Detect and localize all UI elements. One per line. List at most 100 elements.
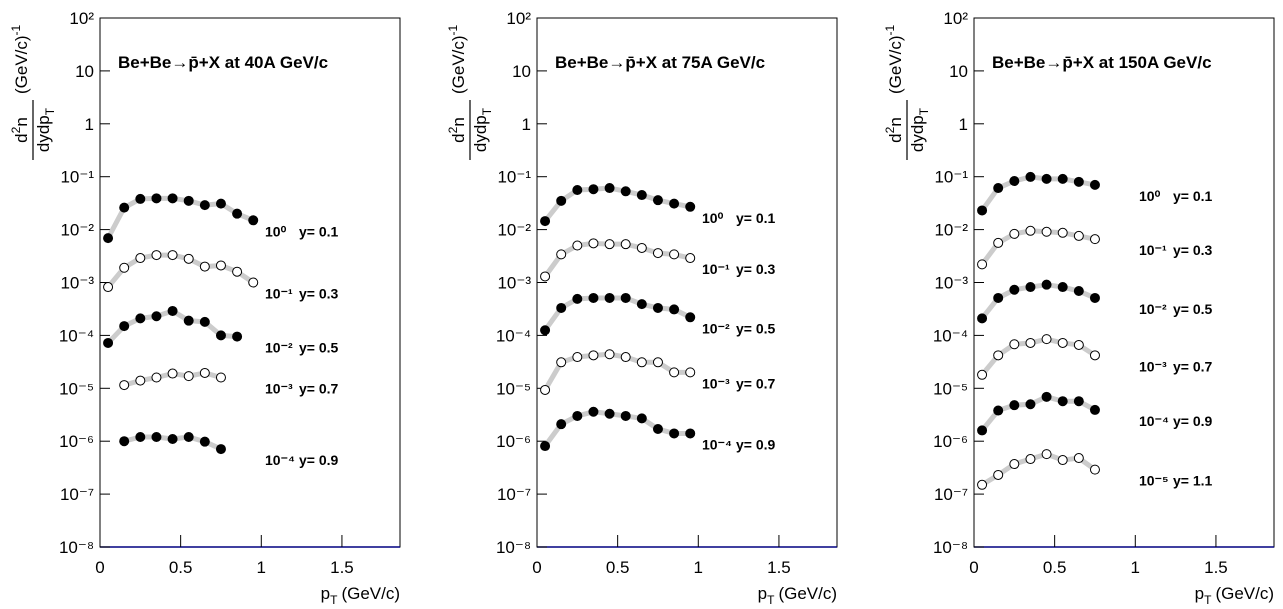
data-point <box>1041 173 1052 184</box>
x-label-main: p <box>1195 584 1204 603</box>
data-point <box>556 302 567 313</box>
series-name: y= 0.5 <box>736 320 776 336</box>
y-tick-label: 10⁻³ <box>60 274 94 293</box>
y-label-dydp: dydp <box>908 115 927 152</box>
data-point <box>103 233 114 244</box>
y-label-d: d <box>12 133 31 142</box>
y-tick-label: 10⁻² <box>934 221 968 240</box>
data-point <box>588 350 599 361</box>
y-label-unit-sup: -1 <box>446 24 460 35</box>
series-line <box>543 409 691 448</box>
series-name: y= 0.7 <box>1173 358 1213 374</box>
data-point <box>248 215 259 226</box>
data-point <box>977 313 988 324</box>
series-scale: 10⁻³ <box>702 375 730 391</box>
series-name: y= 0.1 <box>736 210 776 226</box>
data-point <box>556 195 567 206</box>
data-point <box>1089 292 1100 303</box>
data-point <box>685 312 696 323</box>
data-point <box>685 428 696 439</box>
data-point <box>977 369 988 380</box>
data-point <box>167 434 178 445</box>
data-point <box>540 384 551 395</box>
y-label-num: d2n <box>9 117 31 143</box>
y-label-sup: 2 <box>9 126 23 133</box>
y-tick-label: 10⁻⁸ <box>933 538 968 557</box>
x-tick-label: 0.5 <box>169 558 193 577</box>
data-point <box>588 184 599 195</box>
series-name: y= 0.5 <box>1173 301 1213 317</box>
data-point <box>103 337 114 348</box>
x-axis-label: pT (GeV/c) <box>321 584 400 607</box>
y-label-den: dydpT <box>908 107 931 152</box>
data-point <box>572 240 583 251</box>
y-tick-label: 10⁻³ <box>497 274 531 293</box>
x-label-sub: T <box>330 593 338 607</box>
series-line <box>543 185 691 223</box>
series-line <box>543 240 691 278</box>
x-label-unit: (GeV/c) <box>1215 584 1274 603</box>
data-point <box>1025 399 1036 410</box>
panel: 10² 10 1 10⁻¹ 10⁻² 10⁻³ 10⁻⁴ 10⁻⁵ 10⁻⁶ 10⁻⁷ 10⁻⁸0 0… <box>446 9 838 607</box>
data-point <box>1009 339 1020 350</box>
data-point <box>1009 459 1020 470</box>
series-scale: 10⁰ <box>265 223 287 239</box>
y-tick-label: 10⁻⁵ <box>59 379 94 398</box>
data-point <box>620 410 631 421</box>
y-tick-label: 10⁻³ <box>934 274 968 293</box>
series-scale: 10⁻¹ <box>265 286 293 302</box>
data-point <box>167 368 178 379</box>
data-point <box>119 262 130 273</box>
data-point <box>151 372 162 383</box>
y-label-d: d <box>449 133 468 142</box>
x-tick-label: 1.5 <box>1204 558 1228 577</box>
y-tick-label: 10⁻¹ <box>497 168 531 187</box>
data-point <box>232 208 243 219</box>
plot-frame <box>973 17 1275 548</box>
data-point <box>183 371 194 382</box>
y-label-sub: T <box>917 107 931 115</box>
data-point <box>604 349 615 360</box>
data-point <box>669 198 680 209</box>
data-point <box>135 313 146 324</box>
data-point <box>167 250 178 261</box>
series-scale: 10⁻³ <box>1139 358 1167 374</box>
series-name: y= 0.1 <box>299 223 339 239</box>
series-name: y= 0.3 <box>299 286 339 302</box>
y-label-sup: 2 <box>883 126 897 133</box>
data-point <box>652 424 663 435</box>
series-name: y= 0.3 <box>736 261 776 277</box>
data-point <box>652 195 663 206</box>
data-point <box>652 248 663 259</box>
data-point <box>588 292 599 303</box>
series-name: y= 0.1 <box>1173 188 1213 204</box>
data-point <box>151 250 162 261</box>
x-tick-label: 1 <box>694 558 703 577</box>
data-point <box>1073 339 1084 350</box>
y-label-unit-sup: -1 <box>9 24 23 35</box>
series-scale: 10⁻³ <box>265 381 293 397</box>
y-tick-label: 10⁻⁶ <box>496 432 531 451</box>
data-point <box>993 292 1004 303</box>
x-tick-label: 1 <box>1131 558 1140 577</box>
y-label-unit-text: (GeV/c) <box>12 35 31 94</box>
y-tick-label: 10⁻⁴ <box>496 326 531 345</box>
data-point <box>232 331 243 342</box>
y-tick-label: 10⁻¹ <box>60 168 94 187</box>
data-point <box>540 271 551 282</box>
y-label-unit-text: (GeV/c) <box>886 35 905 94</box>
y-tick-label: 10 <box>75 62 94 81</box>
series-scale: 10⁻⁴ <box>1139 413 1169 429</box>
data-point <box>1073 396 1084 407</box>
y-tick-label: 10⁻⁷ <box>934 485 968 504</box>
data-point <box>685 253 696 264</box>
plot-frame <box>536 17 838 548</box>
y-label-d: d <box>886 133 905 142</box>
chart-title: Be+Be→p̄+X at 40A GeV/c <box>118 53 328 72</box>
data-point <box>636 413 647 424</box>
y-tick-label: 10⁻⁸ <box>59 538 94 557</box>
data-point <box>977 425 988 436</box>
data-point <box>199 367 210 378</box>
series-line <box>542 351 691 392</box>
panel: 10² 10 1 10⁻¹ 10⁻² 10⁻³ 10⁻⁴ 10⁻⁵ 10⁻⁶ 10⁻⁷ 10⁻⁸0 0… <box>9 9 401 607</box>
